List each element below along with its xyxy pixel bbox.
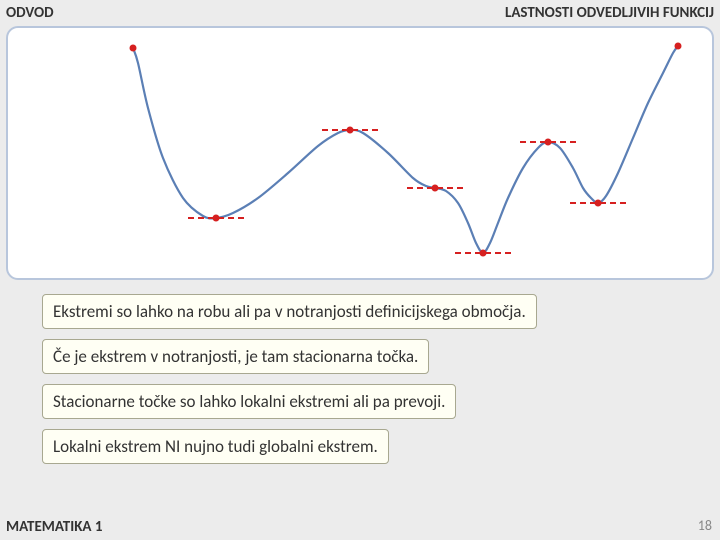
page-number: 18 — [698, 517, 712, 534]
critical-point — [130, 45, 137, 52]
critical-point — [480, 250, 487, 257]
header-right: LASTNOSTI ODVEDLJIVIH FUNKCIJ — [505, 4, 714, 22]
graph-panel — [6, 26, 714, 280]
statement-3: Stacionarne točke so lahko lokalni ekstr… — [42, 384, 456, 419]
critical-point — [595, 200, 602, 207]
statement-2: Če je ekstrem v notranjosti, je tam stac… — [42, 339, 429, 374]
critical-point — [347, 127, 354, 134]
critical-point — [545, 139, 552, 146]
footer-left: MATEMATIKA 1 — [6, 518, 103, 536]
statement-1: Ekstremi so lahko na robu ali pa v notra… — [42, 294, 537, 329]
function-graph — [8, 28, 712, 278]
critical-point — [213, 215, 220, 222]
statements: Ekstremi so lahko na robu ali pa v notra… — [6, 292, 714, 510]
critical-point — [675, 43, 682, 50]
header-left: ODVOD — [6, 4, 54, 22]
critical-point — [432, 185, 439, 192]
curve — [133, 46, 678, 253]
statement-4: Lokalni ekstrem NI nujno tudi globalni e… — [42, 429, 389, 464]
